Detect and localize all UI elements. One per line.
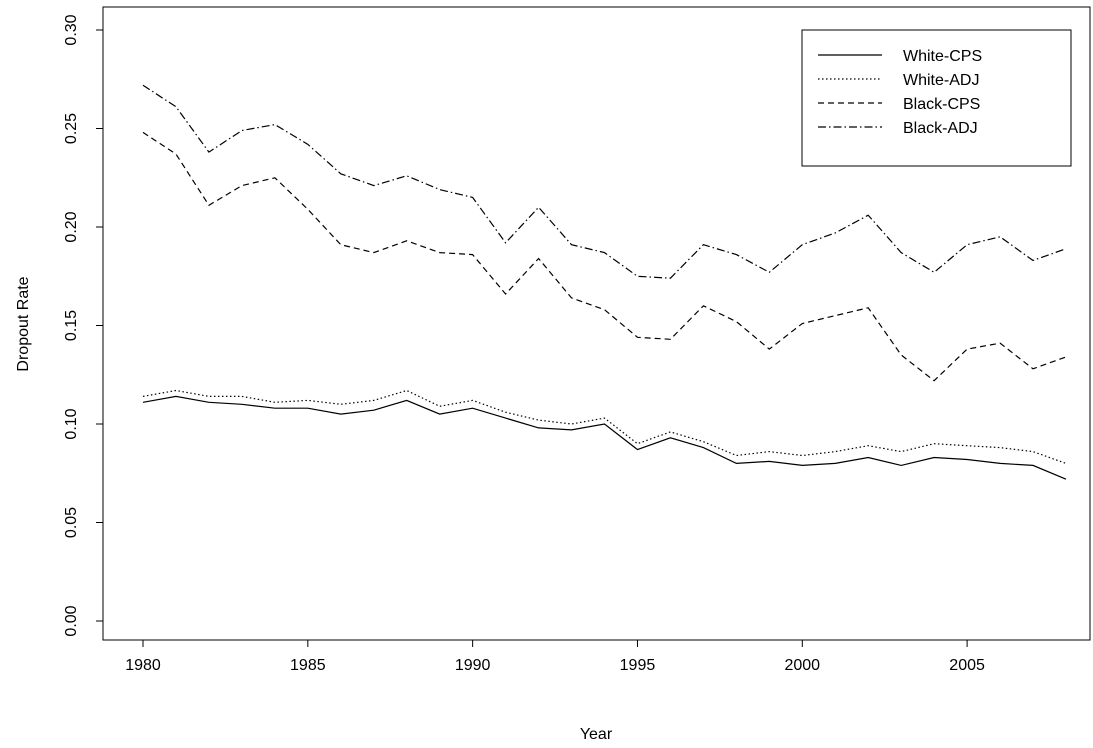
x-tick-label: 2005: [949, 657, 985, 674]
y-tick-label: 0.15: [63, 310, 80, 341]
legend: White-CPS White-ADJ Black-CPS Black-ADJ: [801, 29, 1072, 167]
y-tick-label: 0.25: [63, 113, 80, 144]
y-tick-label: 0.05: [63, 507, 80, 538]
series-line-white-cps: [142, 395, 1067, 480]
y-tick-label: 0.00: [63, 605, 80, 636]
y-tick-label: 0.10: [63, 408, 80, 439]
y-tick-label: 0.30: [63, 14, 80, 45]
legend-label: Black-ADJ: [903, 120, 978, 137]
y-tick-label: 0.20: [63, 211, 80, 242]
series-line-white-adj: [142, 389, 1067, 464]
x-tick-label: 1980: [125, 657, 161, 674]
series-layer: [142, 84, 1067, 480]
legend-box: [801, 29, 1072, 167]
x-axis: 1980 1985 1990 1995 2000 2005: [125, 639, 985, 674]
legend-label: White-ADJ: [903, 72, 979, 89]
y-axis-title: Dropout Rate: [15, 276, 32, 371]
x-tick-label: 1990: [455, 657, 491, 674]
x-tick-label: 1995: [620, 657, 656, 674]
legend-label: White-CPS: [903, 48, 982, 65]
x-tick-label: 1985: [290, 657, 326, 674]
x-tick-label: 2000: [784, 657, 820, 674]
series-line-black-adj: [142, 84, 1067, 279]
legend-label: Black-CPS: [903, 96, 980, 113]
y-axis: 0.00 0.05 0.10 0.15 0.20 0.25 0.30: [63, 14, 104, 637]
x-axis-title: Year: [580, 726, 613, 743]
series-line-black-cps: [142, 131, 1067, 382]
